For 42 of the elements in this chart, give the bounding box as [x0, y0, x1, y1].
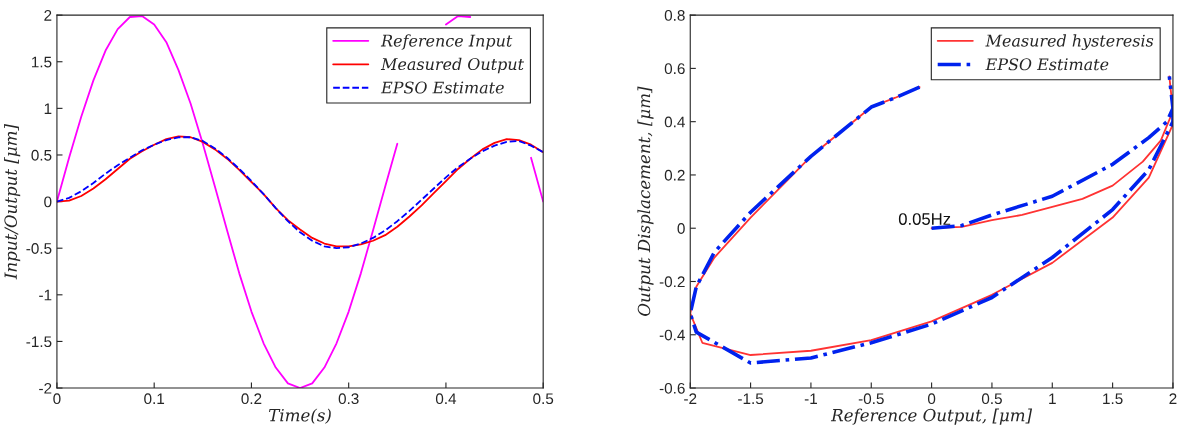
x-axis-title: Reference Output, [μm] — [830, 408, 1033, 425]
x-tick-label: 1.5 — [1103, 393, 1123, 405]
y-tick-label: -1.5 — [26, 336, 52, 348]
x-tick-label: 0.5 — [533, 393, 554, 405]
y-tick-label: 1 — [44, 103, 52, 114]
x-tick-label: 0 — [927, 393, 936, 405]
x-tick-label: -2 — [684, 393, 697, 404]
y-tick-label: 0.2 — [664, 169, 685, 181]
legend-label: Measured Output — [380, 57, 525, 74]
x-axis-title: Time(s) — [269, 408, 331, 424]
legend-label: Measured hysteresis — [985, 34, 1154, 50]
x-tick-label: 0.1 — [144, 393, 165, 405]
x-tick-label: -0.5 — [858, 393, 884, 405]
y-tick-label: 0 — [677, 223, 685, 234]
x-tick-label: -1.5 — [738, 393, 764, 405]
y-tick-label: -0.5 — [26, 243, 52, 254]
y-tick-label: 0.6 — [664, 63, 685, 75]
annotation: 0.05Hz — [898, 213, 951, 225]
y-tick-label: -0.2 — [659, 276, 685, 288]
y-tick-label: 0.4 — [664, 116, 685, 128]
x-tick-label: 0.3 — [338, 393, 359, 405]
y-axis-title: Input/Output [μm] — [4, 123, 21, 280]
y-tick-label: 0.5 — [31, 149, 52, 161]
x-tick-label: 0 — [53, 393, 61, 405]
y-tick-label: -0.4 — [659, 329, 685, 341]
legend-label: EPSO Estimate — [985, 58, 1109, 71]
x-tick-label: 0.2 — [241, 393, 262, 405]
y-tick-label: -1 — [39, 289, 52, 301]
x-tick-label: 0.5 — [981, 393, 1002, 405]
y-tick-label: 2 — [44, 10, 52, 21]
x-tick-label: 0.4 — [435, 393, 457, 405]
y-tick-label: 0 — [44, 196, 52, 208]
y-tick-label: -2 — [39, 382, 52, 394]
x-tick-label: 1 — [1049, 393, 1056, 404]
x-tick-label: -1 — [804, 393, 817, 404]
y-tick-label: 0.8 — [664, 10, 685, 21]
y-tick-label: 1.5 — [32, 56, 52, 68]
legend-label: EPSO Estimate — [380, 81, 504, 94]
legend-label: Reference Input — [380, 34, 513, 50]
y-axis-title: Output Displacement, [μm] — [637, 86, 654, 316]
y-tick-label: -0.6 — [659, 382, 685, 394]
x-tick-label: 2 — [1169, 393, 1177, 404]
